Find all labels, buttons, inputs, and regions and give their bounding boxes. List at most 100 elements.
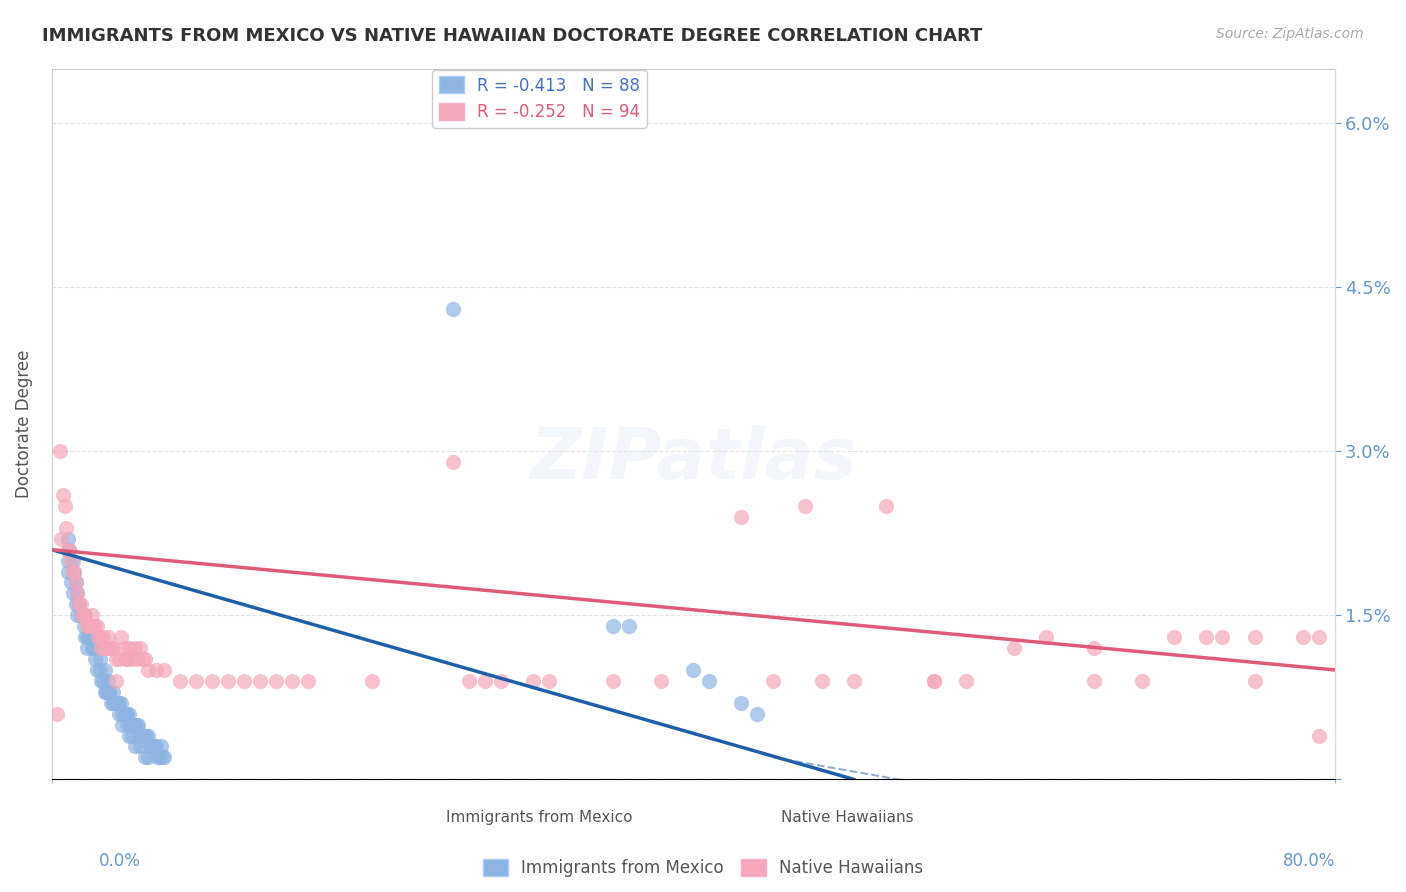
Point <box>1195 630 1218 644</box>
Point <box>49 444 72 458</box>
Point <box>80 641 103 656</box>
Point <box>441 455 464 469</box>
Point <box>82 641 104 656</box>
Point <box>114 706 136 721</box>
Point <box>97 630 120 644</box>
Point <box>124 641 146 656</box>
Point <box>97 685 120 699</box>
Point <box>650 673 672 688</box>
Point <box>45 706 67 721</box>
Point <box>111 706 134 721</box>
Point <box>875 499 897 513</box>
Point <box>129 729 152 743</box>
Point <box>107 696 129 710</box>
Point <box>67 597 90 611</box>
Point <box>104 696 127 710</box>
Point <box>1035 630 1057 644</box>
Point <box>602 673 624 688</box>
Point <box>65 597 87 611</box>
Point <box>51 532 73 546</box>
Point <box>1083 673 1105 688</box>
Point <box>101 685 124 699</box>
Point <box>122 717 145 731</box>
Point <box>134 729 156 743</box>
Point <box>112 641 135 656</box>
Point <box>143 739 166 754</box>
Point <box>281 673 304 688</box>
Point <box>77 630 100 644</box>
Point <box>93 685 115 699</box>
Point <box>1002 641 1025 656</box>
Point <box>457 673 479 688</box>
Point <box>75 608 97 623</box>
Point <box>138 739 160 754</box>
Point <box>134 652 156 666</box>
Point <box>730 509 752 524</box>
Point <box>132 652 155 666</box>
Point <box>121 717 143 731</box>
Point <box>91 673 114 688</box>
Point <box>233 673 256 688</box>
Point <box>79 619 101 633</box>
Point <box>108 706 131 721</box>
Point <box>56 542 79 557</box>
Point <box>1163 630 1185 644</box>
Point <box>86 619 108 633</box>
Point <box>101 641 124 656</box>
Point <box>121 729 143 743</box>
Point <box>76 619 98 633</box>
Point <box>112 706 135 721</box>
Text: 0.0%: 0.0% <box>98 852 141 870</box>
Point <box>118 729 141 743</box>
Point <box>66 608 89 623</box>
Point <box>52 488 75 502</box>
Point <box>148 750 170 764</box>
Point <box>121 652 143 666</box>
Point <box>697 673 720 688</box>
Point <box>1308 729 1330 743</box>
Point <box>1083 641 1105 656</box>
Point <box>66 586 89 600</box>
Point <box>58 542 80 557</box>
Point <box>100 696 122 710</box>
Point <box>146 750 169 764</box>
Point <box>63 565 86 579</box>
Point <box>124 717 146 731</box>
Point <box>1291 630 1313 644</box>
Point <box>108 696 131 710</box>
Point <box>65 575 87 590</box>
Text: Source: ZipAtlas.com: Source: ZipAtlas.com <box>1216 27 1364 41</box>
Point <box>90 673 112 688</box>
Point <box>110 630 132 644</box>
Point <box>65 575 87 590</box>
Point <box>73 608 96 623</box>
Point <box>1243 673 1265 688</box>
Point <box>70 608 93 623</box>
Point <box>96 641 118 656</box>
Point <box>53 499 76 513</box>
Point <box>141 739 163 754</box>
Legend: Immigrants from Mexico, Native Hawaiians: Immigrants from Mexico, Native Hawaiians <box>477 852 929 884</box>
Point <box>59 553 82 567</box>
Point <box>297 673 319 688</box>
Point <box>153 663 176 677</box>
Point <box>63 565 86 579</box>
Point <box>97 673 120 688</box>
Point <box>922 673 945 688</box>
Point <box>108 652 131 666</box>
Point <box>76 630 98 644</box>
Point <box>441 302 464 317</box>
Point <box>93 663 115 677</box>
Point <box>104 652 127 666</box>
Point <box>115 717 138 731</box>
Point <box>125 717 148 731</box>
Point <box>794 499 817 513</box>
Point <box>114 652 136 666</box>
Point <box>84 652 107 666</box>
Point <box>145 663 167 677</box>
Point <box>55 521 77 535</box>
Point <box>153 750 176 764</box>
Point <box>103 696 125 710</box>
Point <box>152 750 174 764</box>
Point <box>131 729 153 743</box>
